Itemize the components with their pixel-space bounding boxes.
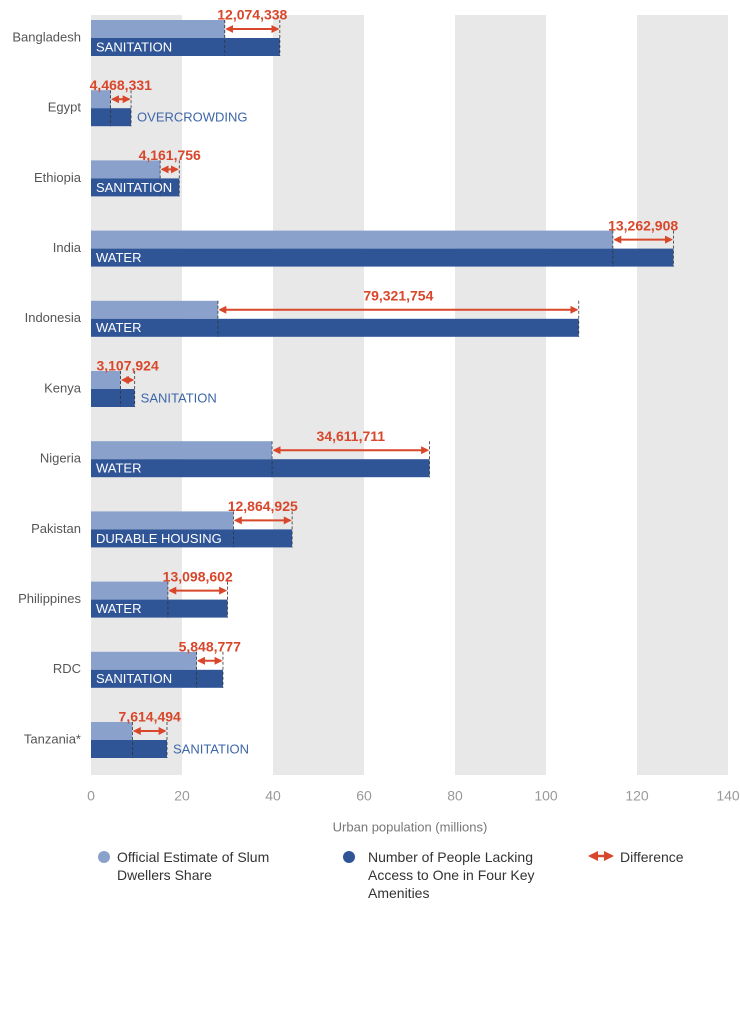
x-tick-label: 120 bbox=[625, 788, 649, 804]
bar-lacking bbox=[91, 599, 228, 618]
difference-label: 13,262,908 bbox=[608, 217, 678, 233]
legend-swatch bbox=[588, 851, 614, 861]
category-label: Indonesia bbox=[25, 310, 82, 325]
grid-band bbox=[637, 15, 728, 775]
bar-official bbox=[91, 371, 121, 389]
x-tick-label: 60 bbox=[356, 788, 372, 804]
category-label: Bangladesh bbox=[12, 29, 81, 44]
amenity-label: SANITATION bbox=[141, 390, 217, 405]
x-tick-label: 40 bbox=[265, 788, 281, 804]
category-label: Kenya bbox=[44, 380, 82, 395]
bar-official bbox=[91, 160, 161, 179]
bar-lacking bbox=[91, 740, 167, 758]
bar-official bbox=[91, 511, 234, 530]
legend-label: Number of People Lacking Access to One i… bbox=[368, 849, 535, 901]
category-label: Egypt bbox=[48, 100, 82, 115]
difference-label: 7,614,494 bbox=[119, 709, 181, 725]
difference-label: 3,107,924 bbox=[96, 358, 158, 374]
bar-official bbox=[91, 20, 225, 38]
difference-label: 12,074,338 bbox=[217, 7, 287, 23]
x-tick-label: 140 bbox=[716, 788, 740, 804]
bar-lacking bbox=[91, 669, 223, 688]
bar-official bbox=[91, 722, 133, 740]
category-label: India bbox=[53, 240, 82, 255]
amenity-label: OVERCROWDING bbox=[137, 110, 248, 125]
bar-official bbox=[91, 651, 197, 670]
bar-lacking bbox=[91, 529, 293, 548]
difference-label: 4,468,331 bbox=[90, 77, 152, 93]
difference-label: 79,321,754 bbox=[363, 288, 433, 304]
amenity-label: SANITATION bbox=[96, 39, 172, 54]
bar-lacking bbox=[91, 248, 674, 267]
x-tick-label: 80 bbox=[447, 788, 463, 804]
legend-label: Difference bbox=[620, 849, 684, 865]
amenity-label: WATER bbox=[96, 461, 142, 476]
category-label: RDC bbox=[53, 661, 81, 676]
difference-label: 13,098,602 bbox=[163, 568, 233, 584]
difference-label: 5,848,777 bbox=[179, 639, 241, 655]
bar-official bbox=[91, 230, 613, 249]
bar-official bbox=[91, 581, 168, 600]
difference-label: 12,864,925 bbox=[228, 498, 298, 514]
amenity-label: WATER bbox=[96, 250, 142, 265]
amenity-label: SANITATION bbox=[96, 671, 172, 686]
amenity-label: WATER bbox=[96, 320, 142, 335]
amenity-label: DURABLE HOUSING bbox=[96, 531, 222, 546]
x-tick-label: 20 bbox=[174, 788, 190, 804]
category-label: Tanzania* bbox=[24, 731, 81, 746]
legend-swatch bbox=[98, 851, 110, 863]
x-tick-label: 100 bbox=[534, 788, 558, 804]
bar-lacking bbox=[91, 459, 430, 478]
bar-lacking bbox=[91, 389, 135, 407]
x-axis-label: Urban population (millions) bbox=[333, 819, 488, 834]
amenity-label: SANITATION bbox=[173, 741, 249, 756]
legend-swatch bbox=[343, 851, 355, 863]
bar-lacking bbox=[91, 318, 579, 337]
amenity-label: SANITATION bbox=[96, 180, 172, 195]
difference-label: 4,161,756 bbox=[139, 147, 201, 163]
category-label: Ethiopia bbox=[34, 170, 82, 185]
category-label: Nigeria bbox=[40, 451, 82, 466]
x-tick-label: 0 bbox=[87, 788, 95, 804]
category-label: Pakistan bbox=[31, 521, 81, 536]
bar-lacking bbox=[91, 178, 180, 197]
bar-lacking bbox=[91, 38, 280, 56]
legend-label: Official Estimate of Slum Dwellers Share bbox=[117, 849, 270, 883]
bar-lacking bbox=[91, 108, 132, 127]
bar-official bbox=[91, 90, 111, 109]
bar-official bbox=[91, 441, 273, 460]
bar-official bbox=[91, 300, 218, 319]
difference-label: 34,611,711 bbox=[317, 428, 386, 444]
category-label: Philippines bbox=[18, 591, 81, 606]
amenity-label: WATER bbox=[96, 601, 142, 616]
grid-band bbox=[455, 15, 546, 775]
grid-band bbox=[273, 15, 364, 775]
